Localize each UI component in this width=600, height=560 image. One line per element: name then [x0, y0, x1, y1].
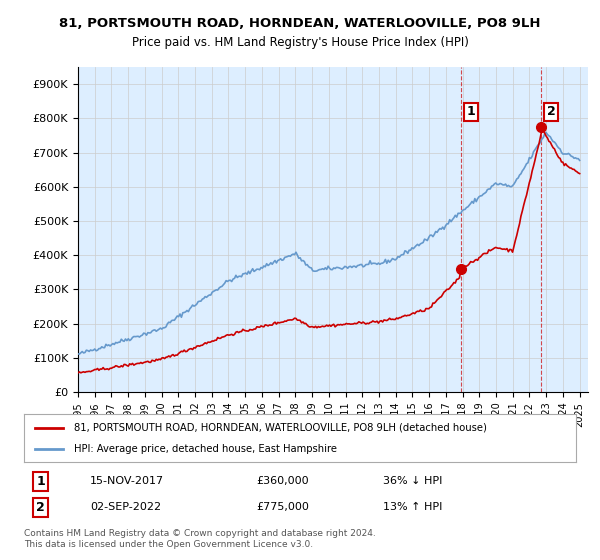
Text: £775,000: £775,000 — [256, 502, 309, 512]
Text: 1: 1 — [36, 475, 45, 488]
Text: 81, PORTSMOUTH ROAD, HORNDEAN, WATERLOOVILLE, PO8 9LH (detached house): 81, PORTSMOUTH ROAD, HORNDEAN, WATERLOOV… — [74, 423, 487, 433]
Text: 13% ↑ HPI: 13% ↑ HPI — [383, 502, 442, 512]
Text: 1: 1 — [467, 105, 475, 118]
Text: 36% ↓ HPI: 36% ↓ HPI — [383, 476, 442, 486]
Text: 81, PORTSMOUTH ROAD, HORNDEAN, WATERLOOVILLE, PO8 9LH: 81, PORTSMOUTH ROAD, HORNDEAN, WATERLOOV… — [59, 17, 541, 30]
Text: 15-NOV-2017: 15-NOV-2017 — [90, 476, 164, 486]
Text: 02-SEP-2022: 02-SEP-2022 — [90, 502, 161, 512]
Text: 2: 2 — [547, 105, 556, 118]
Text: HPI: Average price, detached house, East Hampshire: HPI: Average price, detached house, East… — [74, 444, 337, 454]
Text: 2: 2 — [36, 501, 45, 514]
Text: Contains HM Land Registry data © Crown copyright and database right 2024.
This d: Contains HM Land Registry data © Crown c… — [24, 529, 376, 549]
Text: Price paid vs. HM Land Registry's House Price Index (HPI): Price paid vs. HM Land Registry's House … — [131, 36, 469, 49]
Text: £360,000: £360,000 — [256, 476, 308, 486]
